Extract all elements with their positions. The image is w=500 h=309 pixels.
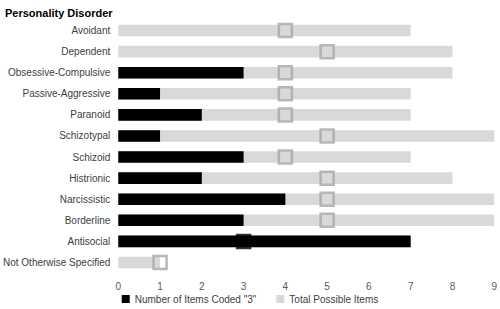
svg-text:5: 5	[324, 281, 330, 292]
svg-text:6: 6	[366, 281, 372, 292]
svg-text:Passive-Aggressive: Passive-Aggressive	[22, 88, 110, 99]
svg-text:Obsessive-Compulsive: Obsessive-Compulsive	[8, 67, 111, 78]
svg-text:Personality Disorder: Personality Disorder	[5, 7, 113, 19]
svg-text:9: 9	[491, 281, 497, 292]
svg-text:Antisocial: Antisocial	[67, 236, 110, 247]
svg-text:0: 0	[115, 281, 121, 292]
svg-text:Borderline: Borderline	[65, 215, 111, 226]
svg-text:Number of Items Coded "3": Number of Items Coded "3"	[135, 294, 257, 305]
svg-text:Schizotypal: Schizotypal	[59, 130, 110, 141]
svg-text:1: 1	[157, 281, 163, 292]
svg-text:Total Possible Items: Total Possible Items	[289, 294, 378, 305]
svg-text:8: 8	[450, 281, 456, 292]
svg-text:Paranoid: Paranoid	[70, 109, 110, 120]
svg-text:Histrionic: Histrionic	[69, 173, 110, 184]
svg-text:Narcissistic: Narcissistic	[60, 194, 111, 205]
svg-text:Not Otherwise Specified: Not Otherwise Specified	[3, 257, 110, 268]
svg-text:Schizoid: Schizoid	[72, 152, 110, 163]
svg-text:4: 4	[283, 281, 289, 292]
svg-text:Dependent: Dependent	[61, 46, 110, 57]
svg-text:7: 7	[408, 281, 414, 292]
svg-text:Avoidant: Avoidant	[72, 25, 111, 36]
svg-text:2: 2	[199, 281, 205, 292]
svg-text:3: 3	[241, 281, 247, 292]
